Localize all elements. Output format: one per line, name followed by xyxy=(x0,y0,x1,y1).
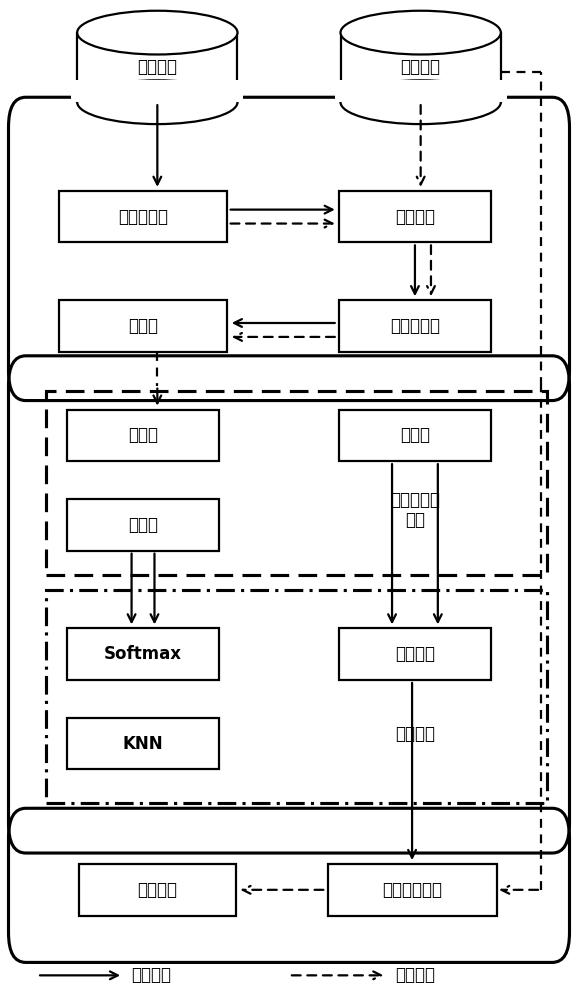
Bar xyxy=(340,33,501,102)
Bar xyxy=(67,718,219,769)
Bar xyxy=(72,80,243,102)
Bar xyxy=(339,300,491,352)
Text: Softmax: Softmax xyxy=(104,645,182,663)
Ellipse shape xyxy=(77,80,238,124)
Bar xyxy=(339,191,491,242)
Text: 历史数据: 历史数据 xyxy=(138,58,177,76)
Text: 测试集: 测试集 xyxy=(128,516,158,534)
Bar xyxy=(77,33,238,102)
Bar xyxy=(335,80,506,102)
Bar xyxy=(58,191,228,242)
Text: 诊断结果: 诊断结果 xyxy=(138,881,177,899)
Ellipse shape xyxy=(340,80,501,124)
Text: KNN: KNN xyxy=(123,735,164,753)
Text: 最优组合模型: 最优组合模型 xyxy=(382,881,442,899)
Bar xyxy=(58,300,228,352)
Bar xyxy=(79,864,236,916)
Bar xyxy=(339,628,491,680)
Text: 样本集: 样本集 xyxy=(128,317,158,335)
Text: 随机森林: 随机森林 xyxy=(395,645,435,663)
Text: 数据预处理: 数据预处理 xyxy=(118,208,168,226)
Text: 实时过程: 实时过程 xyxy=(395,966,435,984)
Bar xyxy=(339,410,491,461)
Ellipse shape xyxy=(340,11,501,54)
Bar xyxy=(67,410,219,461)
Text: 历史数据集
划分: 历史数据集 划分 xyxy=(390,491,440,529)
Text: 训练过程: 训练过程 xyxy=(132,966,172,984)
Bar xyxy=(67,628,219,680)
Bar xyxy=(328,864,497,916)
Bar xyxy=(67,499,219,551)
Text: 训练集: 训练集 xyxy=(128,426,158,444)
Text: 验证集: 验证集 xyxy=(400,426,430,444)
Text: 算法评估: 算法评估 xyxy=(395,725,435,743)
Bar xyxy=(46,589,547,803)
Bar xyxy=(46,391,547,575)
Text: 特征提取: 特征提取 xyxy=(395,208,435,226)
Text: 实时数据: 实时数据 xyxy=(401,58,440,76)
Ellipse shape xyxy=(77,11,238,54)
Text: 数据标准化: 数据标准化 xyxy=(390,317,440,335)
